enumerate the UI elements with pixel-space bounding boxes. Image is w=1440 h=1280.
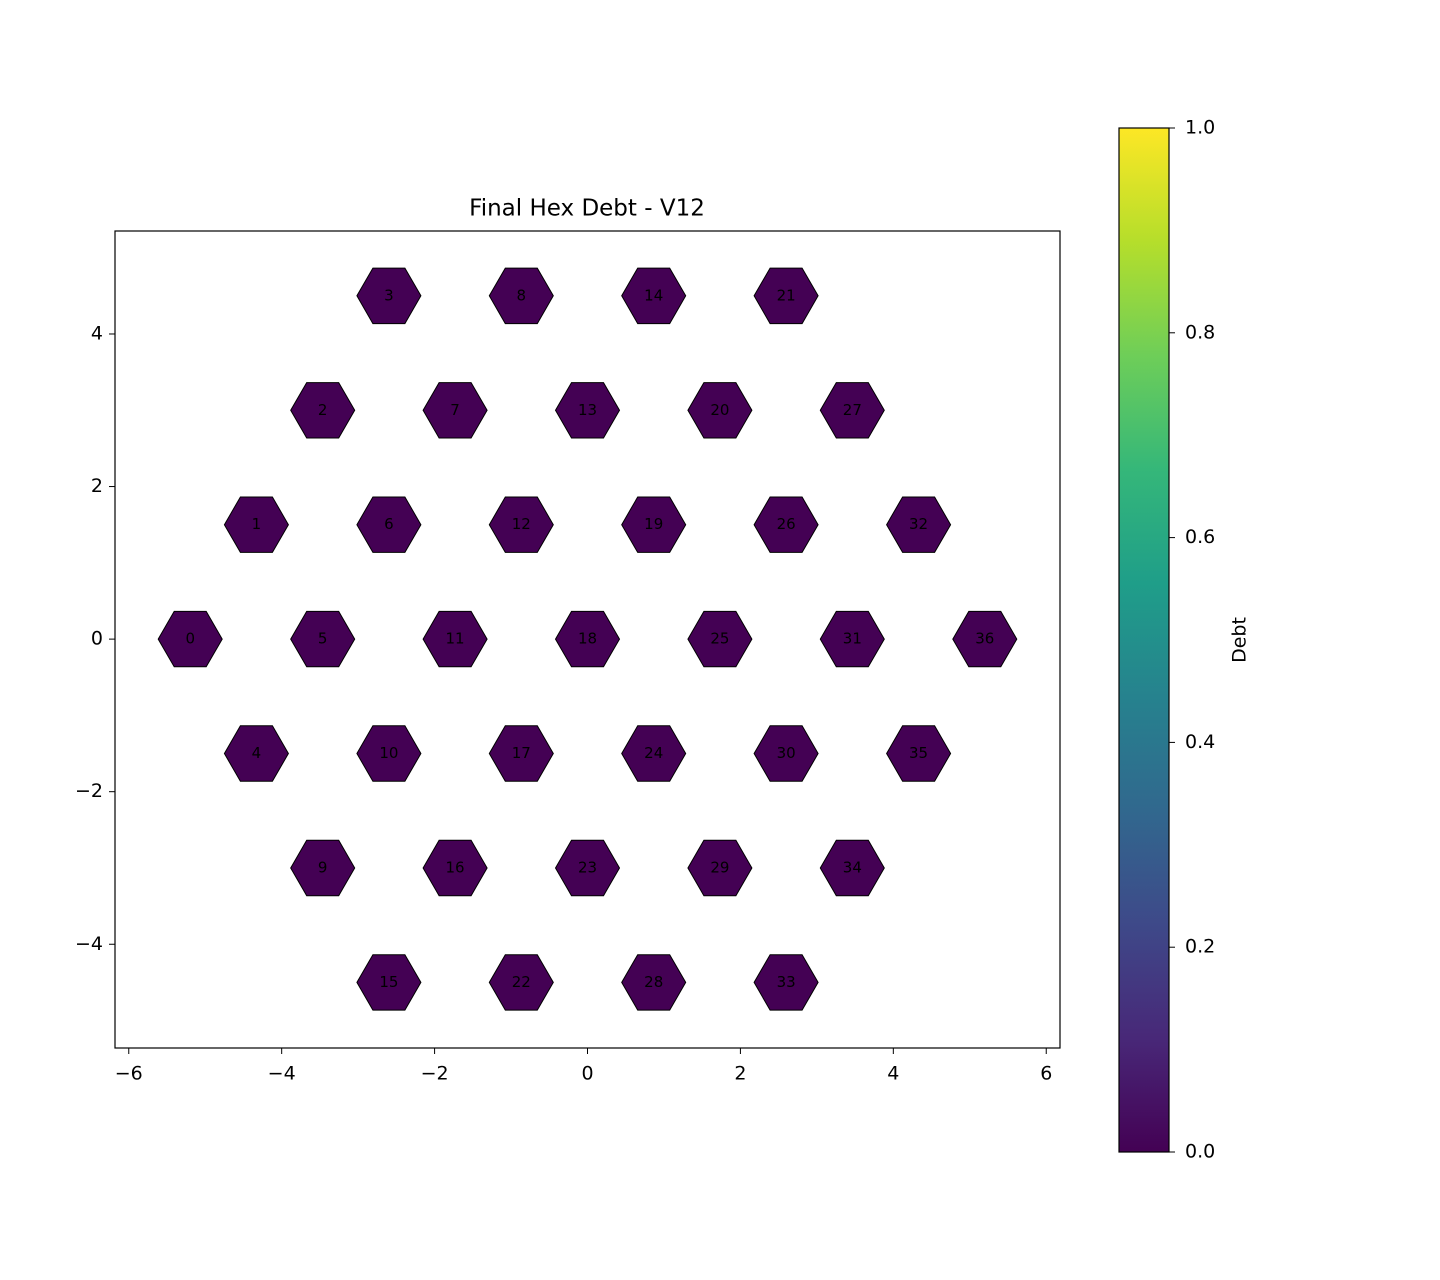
hex-cell (488, 267, 554, 325)
y-tick-label: −4 (75, 933, 103, 955)
hex-label: 25 (710, 630, 729, 648)
hex-label: 28 (644, 973, 663, 991)
hex-label: 11 (446, 630, 465, 648)
hex-cell (356, 267, 422, 325)
x-tick-label: −4 (268, 1063, 296, 1085)
hex-cell (753, 725, 819, 782)
hex-label: 32 (909, 515, 928, 533)
hex-label: 8 (517, 286, 527, 304)
hex-cell (621, 267, 687, 325)
x-tick-label: 4 (887, 1063, 899, 1085)
hex-label: 22 (512, 973, 531, 991)
hex-cell (819, 382, 885, 439)
hex-cell (753, 267, 819, 325)
hex-label: 4 (252, 744, 262, 762)
hex-label: 6 (384, 515, 394, 533)
x-tick-label: 6 (1040, 1063, 1052, 1085)
hex-cell (952, 610, 1018, 668)
hex-label: 36 (975, 630, 994, 648)
colorbar-tick-label: 0.0 (1185, 1141, 1215, 1163)
hex-label: 34 (843, 858, 862, 876)
colorbar-tick-label: 1.0 (1185, 117, 1215, 139)
hex-label: 0 (185, 630, 195, 648)
hex-label: 2 (318, 401, 328, 419)
hex-cell (356, 496, 422, 553)
x-tick-label: −2 (421, 1063, 449, 1085)
hex-label: 13 (578, 401, 597, 419)
hex-label: 15 (379, 973, 398, 991)
hex-cell (621, 725, 687, 782)
hex-cell (886, 725, 952, 782)
hex-cell (223, 725, 289, 782)
hex-cell (819, 839, 885, 897)
hex-cell (621, 496, 687, 553)
hex-label: 7 (450, 401, 460, 419)
y-tick-label: −2 (75, 780, 103, 802)
hex-label: 5 (318, 630, 328, 648)
hex-cell (753, 496, 819, 553)
x-tick-label: −6 (115, 1063, 143, 1085)
hex-cell (157, 610, 223, 668)
hex-label: 1 (252, 515, 262, 533)
hex-label: 35 (909, 744, 928, 762)
hex-cell (290, 839, 356, 897)
hex-label: 9 (318, 858, 328, 876)
y-tick-label: 2 (91, 475, 103, 497)
hex-label: 31 (843, 630, 862, 648)
colorbar-tick-label: 0.8 (1185, 321, 1215, 343)
hex-label: 17 (512, 744, 531, 762)
colorbar-tick-label: 0.4 (1185, 731, 1215, 753)
hex-label: 27 (843, 401, 862, 419)
hex-label: 24 (644, 744, 663, 762)
colorbar (1118, 127, 1170, 1153)
chart-title: Final Hex Debt - V12 (469, 196, 705, 222)
y-tick-label: 0 (91, 628, 103, 650)
hex-label: 3 (384, 286, 394, 304)
hex-label: 33 (777, 973, 796, 991)
hex-cell (554, 610, 621, 668)
hex-label: 19 (644, 515, 663, 533)
hex-cell (422, 610, 488, 668)
colorbar-label: Debt (1229, 617, 1251, 663)
hex-cell (886, 496, 952, 553)
hex-label: 10 (379, 744, 398, 762)
hex-cell (554, 839, 621, 897)
hex-cell (753, 954, 819, 1011)
hex-label: 20 (710, 401, 729, 419)
y-tick-label: 4 (91, 322, 103, 344)
hex-cell (488, 725, 554, 782)
hex-cell (554, 382, 621, 439)
hex-cell (356, 954, 422, 1011)
hex-cell (422, 382, 488, 439)
hex-label: 21 (777, 286, 796, 304)
hex-cell (290, 382, 356, 439)
hex-label: 16 (446, 858, 465, 876)
hex-cell (290, 610, 356, 668)
hex-label: 30 (777, 744, 796, 762)
hex-label: 12 (512, 515, 531, 533)
hex-cell (422, 839, 488, 897)
x-tick-label: 2 (734, 1063, 746, 1085)
hex-cell (687, 382, 753, 439)
hex-cell (356, 725, 422, 782)
x-tick-label: 0 (581, 1063, 593, 1085)
hex-cell (819, 610, 885, 668)
hex-cell (488, 496, 554, 553)
hex-label: 26 (777, 515, 796, 533)
hex-label: 29 (710, 858, 729, 876)
colorbar-tick-label: 0.6 (1185, 526, 1215, 548)
colorbar-tick-label: 0.2 (1185, 936, 1215, 958)
hex-label: 18 (578, 630, 597, 648)
hex-cell (223, 496, 289, 553)
hex-cell (687, 610, 753, 668)
hex-label: 23 (578, 858, 597, 876)
hex-cell (687, 839, 753, 897)
hex-label: 14 (644, 286, 663, 304)
hex-cell (488, 954, 554, 1011)
hex-cell (621, 954, 687, 1011)
